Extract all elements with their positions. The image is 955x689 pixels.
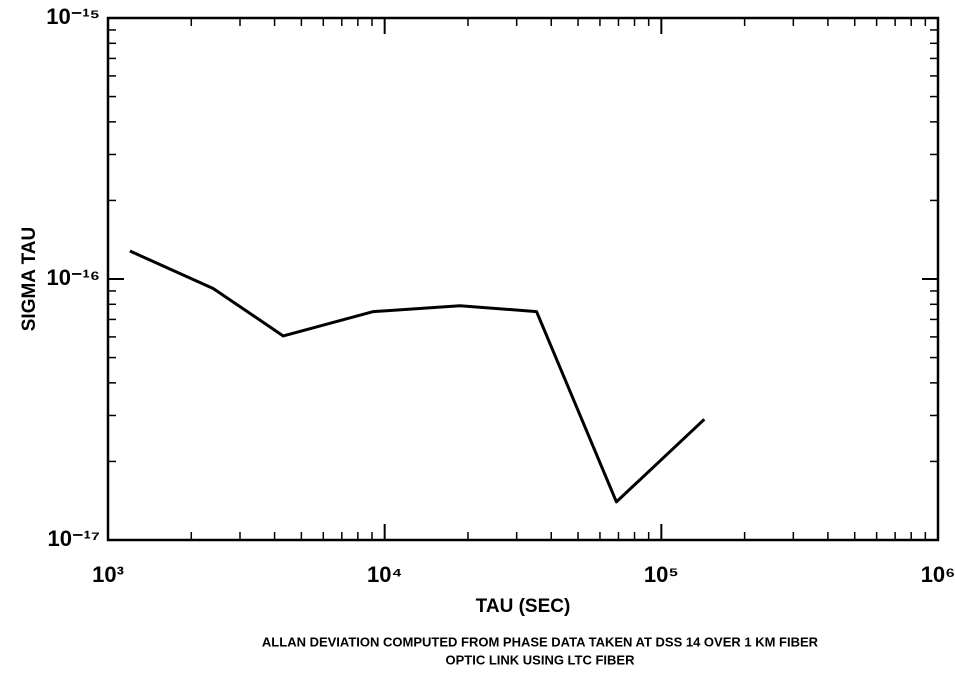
y-tick-label: 10⁻¹⁶ (46, 265, 100, 290)
x-tick-label: 10⁵ (644, 562, 679, 587)
plot-frame (106, 16, 940, 542)
x-tick-label: 10³ (92, 562, 124, 587)
y-axis-label: SIGMA TAU (19, 227, 40, 332)
x-tick-label: 10⁴ (367, 562, 402, 587)
y-tick-label: 10⁻¹⁵ (46, 4, 100, 29)
data-line (129, 249, 706, 504)
y-tick-label: 10⁻¹⁷ (48, 526, 101, 551)
x-axis-label: TAU (SEC) (476, 596, 571, 617)
caption: ALLAN DEVIATION COMPUTED FROM PHASE DATA… (262, 634, 819, 649)
x-tick-label: 10⁶ (921, 562, 955, 587)
caption: OPTIC LINK USING LTC FIBER (446, 652, 636, 667)
